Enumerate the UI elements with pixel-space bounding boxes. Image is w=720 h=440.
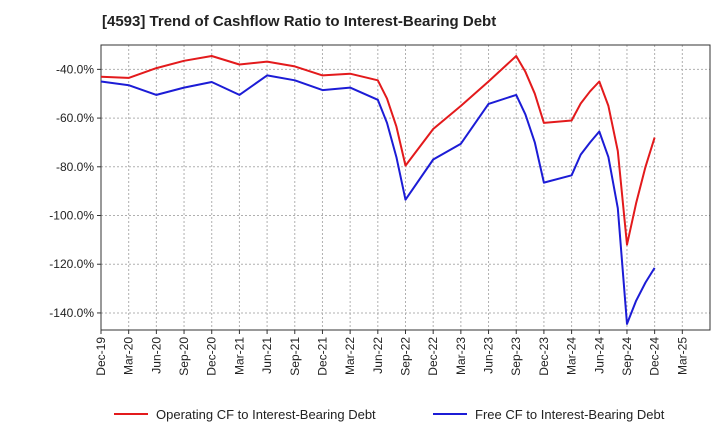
- y-tick-label: -40.0%: [56, 62, 94, 76]
- x-tick-label: Jun-24: [592, 337, 606, 374]
- x-tick-label: Mar-23: [454, 337, 468, 375]
- y-tick-label: -140.0%: [49, 306, 94, 320]
- x-tick-label: Mar-25: [675, 337, 689, 375]
- x-tick-label: Sep-22: [399, 337, 413, 376]
- x-tick-label: Sep-21: [288, 337, 302, 376]
- y-tick-label: -80.0%: [56, 160, 94, 174]
- x-tick-label: Sep-24: [620, 337, 634, 376]
- x-tick-label: Dec-21: [315, 337, 329, 376]
- y-tick-label: -120.0%: [49, 257, 94, 271]
- legend-label-free-cf: Free CF to Interest-Bearing Debt: [475, 407, 665, 422]
- x-tick-label: Sep-20: [177, 337, 191, 376]
- x-tick-label: Jun-23: [482, 337, 496, 374]
- y-tick-label: -100.0%: [49, 209, 94, 223]
- x-tick-label: Mar-21: [232, 337, 246, 375]
- plot-frame: [100, 44, 711, 331]
- x-tick-label: Jun-20: [149, 337, 163, 374]
- x-tick-label: Dec-24: [648, 337, 662, 376]
- y-tick-label: -60.0%: [56, 111, 94, 125]
- x-tick-label: Jun-21: [260, 337, 274, 374]
- x-tick-label: Mar-22: [343, 337, 357, 375]
- series-line-operating-cf: [100, 55, 656, 246]
- x-tick-label: Dec-19: [94, 337, 108, 376]
- x-tick-label: Dec-20: [205, 337, 219, 376]
- legend-label-operating-cf: Operating CF to Interest-Bearing Debt: [156, 407, 376, 422]
- chart-title: [4593] Trend of Cashflow Ratio to Intere…: [102, 13, 497, 30]
- x-tick-label: Dec-23: [537, 337, 551, 376]
- series-line-free-cf: [100, 74, 656, 325]
- x-tick-label: Sep-23: [509, 337, 523, 376]
- x-tick-label: Mar-20: [122, 337, 136, 375]
- x-tick-label: Mar-24: [565, 337, 579, 375]
- x-tick-label: Dec-22: [426, 337, 440, 376]
- x-tick-label: Jun-22: [371, 337, 385, 374]
